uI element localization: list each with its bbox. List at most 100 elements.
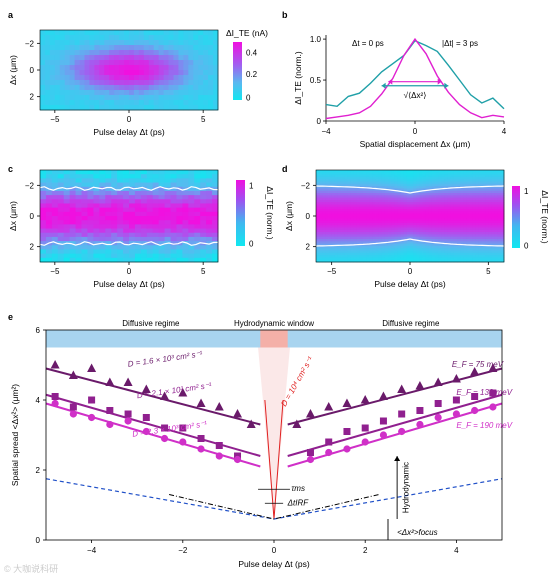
heatmap-cell — [347, 195, 351, 198]
heatmap-cell — [491, 239, 495, 242]
heatmap-cell — [482, 245, 486, 249]
heatmap-cell — [425, 255, 430, 258]
heatmap-cell — [319, 170, 323, 173]
heatmap-cell — [40, 170, 47, 175]
heatmap-cell — [416, 252, 420, 256]
data-point-triangle — [378, 391, 388, 400]
heatmap-cell — [381, 174, 386, 178]
heatmap-cell — [164, 236, 171, 242]
heatmap-cell — [441, 236, 445, 240]
heatmap-cell — [59, 100, 66, 106]
heatmap-cell — [428, 255, 433, 258]
heatmap-cell — [51, 253, 59, 259]
heatmap-cell — [40, 220, 47, 225]
panel-c-colorbar-tick: 1 — [249, 181, 254, 190]
heatmap-cell — [450, 197, 455, 201]
heatmap-cell — [438, 197, 442, 201]
heatmap-cell — [353, 202, 358, 205]
heatmap-cell — [378, 248, 383, 251]
heatmap-cell — [441, 206, 445, 210]
data-point-circle — [160, 434, 169, 443]
heatmap-cell — [378, 216, 383, 219]
heatmap-cell — [337, 250, 342, 254]
heatmap-cell — [406, 227, 411, 231]
heatmap-cell — [460, 206, 464, 210]
heatmap-cell — [341, 209, 345, 212]
heatmap-cell — [406, 241, 411, 244]
heatmap-cell — [391, 218, 395, 221]
heatmap-cell — [394, 186, 398, 189]
heatmap-cell — [500, 232, 505, 235]
heatmap-cell — [488, 170, 492, 173]
heatmap-cell — [416, 186, 420, 189]
heatmap-cell — [341, 234, 345, 238]
heatmap-cell — [488, 225, 492, 228]
heatmap-cell — [413, 252, 417, 256]
heatmap-cell — [475, 211, 480, 215]
heatmap-cell — [337, 172, 342, 175]
heatmap-cell — [334, 216, 339, 219]
heatmap-cell — [482, 227, 486, 231]
heatmap-cell — [69, 174, 76, 179]
heatmap-cell — [337, 234, 342, 238]
heatmap-cell — [485, 211, 489, 215]
heatmap-cell — [466, 234, 470, 238]
heatmap-cell — [457, 190, 461, 194]
heatmap-cell — [347, 220, 351, 224]
heatmap-cell — [123, 190, 130, 196]
heatmap-cell — [341, 259, 345, 263]
heatmap-cell — [316, 227, 320, 231]
heatmap-cell — [403, 259, 408, 263]
heatmap-cell — [428, 204, 433, 208]
heatmap-cell — [425, 225, 430, 228]
heatmap-cell — [63, 236, 71, 242]
heatmap-cell — [444, 241, 448, 244]
heatmap-cell — [208, 80, 214, 86]
heatmap-cell — [89, 95, 95, 101]
heatmap-cell — [369, 193, 373, 196]
panel-a-ytick-label: 0 — [30, 66, 35, 75]
heatmap-cell — [406, 181, 411, 185]
heatmap-cell — [193, 30, 199, 36]
heatmap-cell — [193, 75, 199, 81]
heatmap-cell — [497, 236, 502, 240]
heatmap-cell — [491, 218, 495, 221]
heatmap-cell — [213, 75, 219, 81]
heatmap-cell — [478, 241, 483, 244]
heatmap-cell — [431, 259, 436, 263]
hydrodynamic-arrowhead — [394, 456, 401, 461]
panel-a-ytick-label: −2 — [25, 39, 35, 48]
heatmap-cell — [469, 236, 474, 240]
heatmap-cell — [441, 188, 445, 192]
heatmap-cell — [425, 179, 430, 182]
data-point-square — [398, 410, 406, 418]
heatmap-cell — [75, 190, 82, 196]
heatmap-cell — [466, 241, 470, 244]
heatmap-cell — [435, 213, 439, 217]
heatmap-cell — [363, 225, 367, 228]
heatmap-cell — [140, 224, 148, 229]
heatmap-cell — [410, 216, 414, 219]
heatmap-cell — [322, 243, 326, 247]
heatmap-cell — [366, 183, 370, 187]
heatmap-cell — [410, 243, 414, 247]
heatmap-cell — [200, 220, 207, 225]
heatmap-cell — [325, 218, 329, 221]
heatmap-cell — [388, 197, 392, 201]
heatmap-cell — [341, 257, 345, 261]
heatmap-cell — [99, 178, 106, 183]
heatmap-cell — [331, 172, 336, 175]
heatmap-cell — [93, 178, 100, 183]
heatmap-cell — [441, 181, 445, 185]
heatmap-cell — [316, 243, 320, 247]
heatmap-cell — [397, 190, 401, 194]
heatmap-cell — [176, 190, 183, 196]
heatmap-cell — [93, 249, 100, 255]
heatmap-cell — [203, 35, 209, 41]
heatmap-cell — [475, 179, 480, 182]
heatmap-cell — [168, 30, 174, 36]
heatmap-cell — [124, 105, 130, 111]
heatmap-cell — [69, 236, 76, 242]
heatmap-cell — [353, 232, 358, 235]
